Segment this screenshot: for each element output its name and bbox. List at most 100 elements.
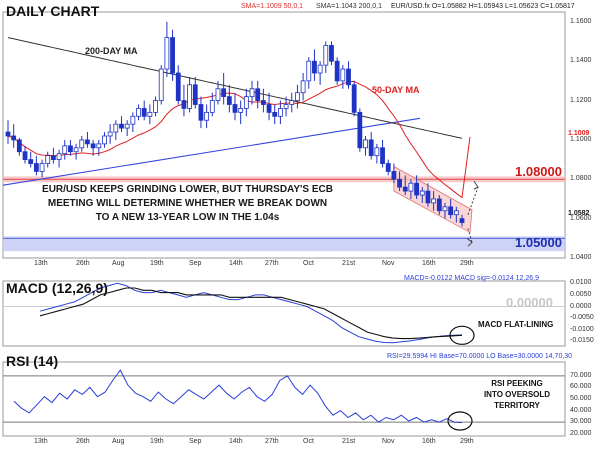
candle (283, 96, 289, 117)
candle-body (289, 100, 295, 105)
candle-body (181, 100, 187, 109)
macd-annotation: MACD FLAT-LINING (478, 320, 554, 329)
candle-body (51, 155, 56, 161)
x-tick-bottom: 26th (76, 438, 90, 445)
macd-highlight-circle (449, 325, 475, 345)
candle (215, 80, 221, 105)
candle (192, 76, 198, 109)
candle (130, 112, 136, 133)
candle-body (442, 206, 448, 212)
macd-panel-title: MACD (12,26,9) (6, 280, 108, 296)
candle (272, 104, 278, 125)
candle-body (453, 210, 459, 216)
candle (187, 76, 193, 113)
rsi-panel: RSI (14) RSI=29.5994 HI Base=70.0000 LO … (0, 350, 600, 449)
x-tick-top: Oct (303, 260, 314, 267)
candle-body (204, 111, 210, 121)
candle (277, 100, 283, 125)
candle (312, 49, 317, 81)
x-tick-bottom: Oct (303, 438, 314, 445)
macd-info: MACD=-0.0122 MACD sig=-0.0124 12,26,9 (404, 275, 540, 282)
candle (11, 124, 17, 148)
x-tick-bottom: 14th (229, 438, 243, 445)
rsi-annotation-line-2: INTO OVERSOLD (483, 390, 551, 399)
candle (90, 139, 96, 156)
candle-body (306, 60, 312, 82)
macd-y-tick: 0.0050 (570, 290, 592, 298)
price-y-tick: 1.1000 (570, 135, 592, 143)
candle-body (113, 123, 119, 133)
x-tick-top: 27th (265, 260, 279, 267)
rsi-info: RSI=29.5994 HI Base=70.0000 LO Base=30.0… (387, 353, 573, 360)
candle (459, 214, 465, 227)
candle-body (448, 206, 454, 216)
candle-body (436, 198, 442, 212)
candle-body (198, 104, 204, 121)
candle-body (260, 100, 266, 105)
candle-body (323, 45, 329, 66)
candle (238, 100, 244, 125)
x-tick-bottom: Aug (112, 438, 125, 445)
candle-body (158, 68, 164, 101)
x-tick-top: 21st (342, 260, 356, 267)
candle-body (175, 72, 181, 101)
candle-body (243, 96, 249, 109)
candle (391, 163, 397, 184)
candle-body (232, 104, 238, 113)
price-y-tick: 1.1600 (570, 17, 592, 25)
candle-body (277, 108, 283, 117)
candle (351, 80, 357, 117)
candle (56, 149, 62, 168)
candle (124, 120, 130, 136)
candle (68, 139, 73, 156)
candle (107, 124, 113, 144)
resistance-level-label: 1.08000 (515, 164, 562, 179)
rsi-y-tick: 60.000 (570, 383, 592, 391)
candle (255, 80, 261, 109)
candle-body (238, 108, 244, 113)
candle-body (363, 139, 368, 149)
price-panel: DAILY CHART SMA=1.1009 50,0,1 SMA=1.1043… (2, 3, 590, 259)
candle-body (431, 198, 437, 204)
candle (113, 120, 119, 140)
sma50-label: 50-DAY MA (372, 85, 420, 95)
x-tick-bottom: 21st (342, 438, 356, 445)
candle (329, 41, 334, 66)
candle (33, 155, 39, 176)
candle-body (408, 182, 414, 192)
candle-body (340, 68, 346, 82)
macd-line (39, 282, 463, 344)
candle (334, 57, 340, 85)
candle (289, 92, 295, 113)
candle-body (90, 143, 96, 149)
candle (306, 57, 312, 89)
candle-body (5, 131, 11, 137)
trendline (2, 117, 421, 186)
candle (266, 92, 272, 121)
headline-line-3: TO A NEW 13-YEAR LOW IN THE 1.04s (95, 212, 280, 223)
candle (453, 206, 459, 223)
x-tick-bottom: 27th (265, 438, 279, 445)
macd-y-tick: -0.0050 (570, 314, 594, 322)
candle-body (22, 151, 28, 160)
headline-line-2: MEETING WILL DETERMINE WHETHER WE BREAK … (47, 198, 328, 209)
last-price-tag: 1.0582 (568, 210, 590, 217)
candle (147, 104, 153, 125)
rsi-y-tick: 30.000 (570, 418, 592, 426)
candle-body (459, 218, 465, 223)
candle-body (329, 45, 334, 62)
candle (402, 175, 408, 196)
candle (73, 143, 79, 160)
candle (45, 151, 51, 168)
candle-body (255, 88, 261, 101)
candle-body (39, 163, 45, 172)
x-tick-bottom: Nov (382, 438, 395, 445)
candle (5, 120, 11, 144)
rsi-y-tick: 40.000 (570, 406, 592, 414)
price-y-tick: 1.1400 (570, 57, 592, 65)
candle (136, 104, 141, 121)
candle (397, 171, 402, 192)
macd-signal-line (39, 287, 463, 340)
candle-body (374, 147, 380, 157)
price-plot (2, 11, 566, 259)
